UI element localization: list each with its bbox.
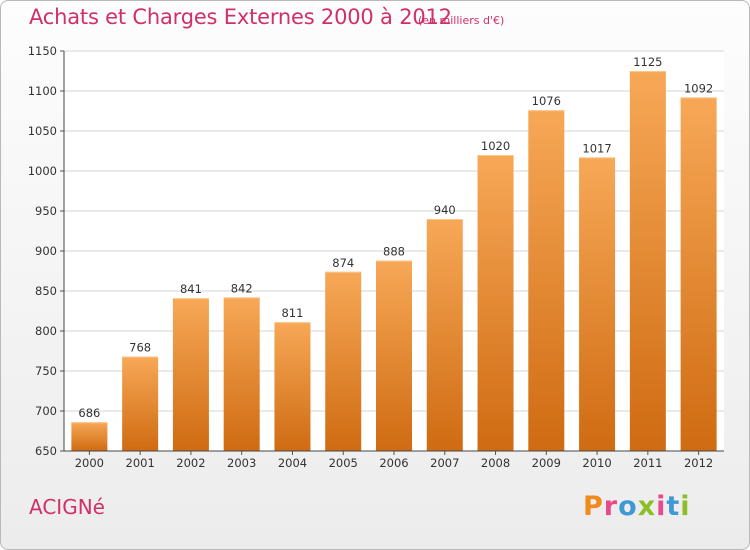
bar-value-label: 940 bbox=[434, 203, 456, 217]
bar bbox=[71, 422, 108, 451]
bar-value-label: 768 bbox=[129, 341, 151, 355]
chart-subtitle: (en milliers d'€) bbox=[418, 14, 505, 27]
bar bbox=[325, 271, 362, 451]
x-tick-label: 2011 bbox=[633, 456, 662, 470]
x-tick-label: 2006 bbox=[379, 456, 408, 470]
y-tick-label: 950 bbox=[35, 204, 57, 218]
commune-name: ACIGNé bbox=[29, 495, 105, 519]
bar-value-label: 1125 bbox=[633, 55, 662, 69]
bar bbox=[223, 297, 260, 451]
bar-value-label: 1092 bbox=[684, 81, 713, 95]
x-tick-label: 2009 bbox=[532, 456, 561, 470]
logo-letter: P bbox=[583, 491, 604, 522]
bar-value-label: 811 bbox=[281, 306, 303, 320]
logo-letter: r bbox=[603, 491, 619, 522]
x-tick-label: 2003 bbox=[227, 456, 256, 470]
y-tick-label: 1100 bbox=[28, 84, 57, 98]
logo-letter: i bbox=[656, 491, 667, 522]
bar bbox=[528, 110, 565, 451]
bar-value-label: 1020 bbox=[481, 139, 510, 153]
x-tick-label: 2000 bbox=[75, 456, 104, 470]
bar bbox=[274, 322, 311, 451]
bar-value-label: 686 bbox=[78, 406, 100, 420]
y-tick-label: 1000 bbox=[28, 164, 57, 178]
bar-value-label: 874 bbox=[332, 256, 354, 270]
bar-layer: 686 768 841 842 811 874 888 940 1020 1076 1017 1125… bbox=[71, 55, 717, 452]
x-tick-label: 2002 bbox=[176, 456, 205, 470]
bar-value-label: 888 bbox=[383, 245, 405, 259]
x-tick-label: 2008 bbox=[481, 456, 510, 470]
y-tick-label: 1150 bbox=[28, 44, 57, 58]
y-tick-label: 1050 bbox=[28, 124, 57, 138]
x-tick-label: 2012 bbox=[684, 456, 713, 470]
y-tick-label: 850 bbox=[35, 284, 57, 298]
bar bbox=[122, 356, 159, 451]
bar-value-label: 1076 bbox=[532, 94, 561, 108]
y-tick-label: 900 bbox=[35, 244, 57, 258]
x-tick-label: 2004 bbox=[278, 456, 307, 470]
y-tick-label: 700 bbox=[35, 404, 57, 418]
logo-letter: o bbox=[618, 491, 638, 522]
y-tick-label: 650 bbox=[35, 444, 57, 458]
axis-layer: 650 700 750 800 850 900 950 1000 1050 1100 1150 200… bbox=[28, 44, 724, 470]
y-tick-label: 800 bbox=[35, 324, 57, 338]
bar bbox=[579, 157, 616, 451]
logo-letter: x bbox=[637, 491, 657, 522]
bar bbox=[680, 97, 717, 452]
logo-letter: i bbox=[680, 491, 691, 522]
bar bbox=[629, 71, 666, 451]
chart-title: Achats et Charges Externes 2000 à 2012 bbox=[29, 5, 452, 29]
logo-letter: t bbox=[666, 491, 681, 522]
bar bbox=[376, 260, 412, 451]
bar bbox=[172, 298, 209, 451]
bar-value-label: 842 bbox=[231, 281, 253, 295]
y-tick-label: 750 bbox=[35, 364, 57, 378]
proxiti-logo: Proxiti bbox=[583, 491, 691, 522]
bar bbox=[477, 155, 514, 451]
bar bbox=[426, 219, 463, 451]
bar-value-label: 841 bbox=[180, 282, 202, 296]
x-tick-label: 2010 bbox=[582, 456, 611, 470]
x-tick-label: 2005 bbox=[329, 456, 358, 470]
x-tick-label: 2007 bbox=[430, 456, 459, 470]
bar-value-label: 1017 bbox=[582, 141, 611, 155]
x-tick-label: 2001 bbox=[126, 456, 155, 470]
